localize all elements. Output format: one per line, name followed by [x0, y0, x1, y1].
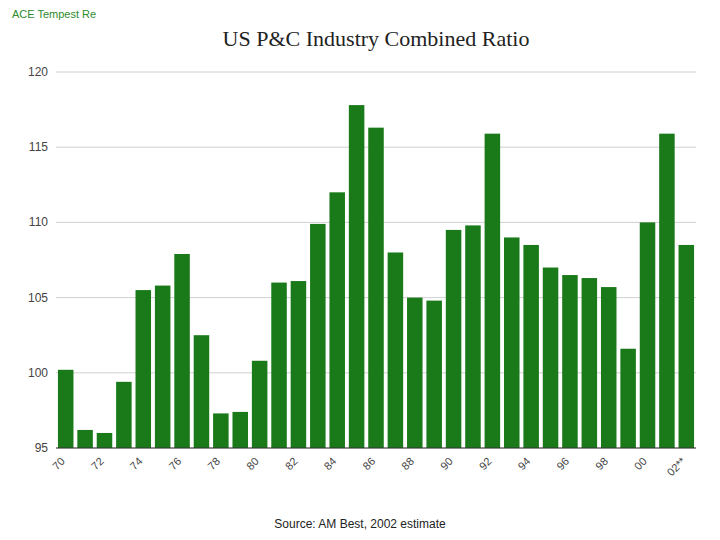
source-note: Source: AM Best, 2002 estimate	[274, 517, 446, 531]
bar	[543, 268, 559, 448]
x-tick-label: 84	[321, 455, 338, 472]
chart: US P&C Industry Combined Ratio 95 100 105 11…	[0, 0, 720, 540]
bar	[271, 283, 287, 448]
bar	[562, 275, 578, 448]
bar	[446, 230, 462, 448]
x-tick-label: 74	[128, 455, 145, 472]
y-tick-label: 95	[35, 441, 49, 455]
bar	[58, 370, 74, 448]
bar	[601, 287, 617, 448]
bar	[194, 335, 210, 448]
grid-line	[56, 72, 696, 73]
y-tick-label: 100	[28, 366, 48, 380]
x-tick-label: 86	[360, 455, 377, 472]
x-tick-label: 82	[283, 455, 300, 472]
x-tick-label: 76	[166, 455, 183, 472]
bar	[97, 433, 113, 448]
bar	[232, 412, 248, 448]
x-tick-label: 96	[554, 455, 571, 472]
bar	[659, 134, 675, 448]
bar	[640, 222, 656, 448]
bar	[679, 245, 695, 448]
bar	[136, 290, 152, 448]
bar	[465, 225, 481, 448]
y-tick-label: 115	[29, 140, 48, 154]
bar	[620, 349, 636, 448]
y-tick-label: 120	[28, 65, 48, 79]
x-axis-line	[56, 448, 696, 449]
bar	[368, 128, 384, 448]
x-axis: 70 72 74 76 78 80 82 84 86 88 90 92 94 96 98 00 02**	[50, 448, 696, 478]
bar	[291, 281, 307, 448]
x-tick-label: 78	[205, 455, 222, 472]
bars	[58, 105, 694, 448]
watermark: ACE Tempest Re	[12, 8, 96, 20]
x-tick-label: 98	[593, 455, 610, 472]
bar	[388, 252, 404, 448]
bar	[523, 245, 539, 448]
x-tick-label: 80	[244, 455, 261, 472]
x-tick-label: 88	[399, 455, 416, 472]
bar	[252, 361, 268, 448]
bar	[213, 413, 229, 448]
y-axis: 95 100 105 110 115 120	[28, 65, 696, 455]
bar	[77, 430, 93, 448]
bar	[310, 224, 326, 448]
x-tick-label: 00	[632, 455, 649, 472]
x-tick-label: 92	[477, 455, 494, 472]
bar	[407, 298, 423, 448]
y-tick-label: 110	[29, 215, 48, 229]
bar	[582, 278, 598, 448]
bar	[329, 192, 345, 448]
bar	[426, 301, 442, 448]
title: US P&C Industry Combined Ratio	[223, 26, 530, 51]
bar	[504, 237, 520, 448]
x-tick-label: 94	[515, 455, 532, 472]
bar	[174, 254, 190, 448]
y-tick-label: 105	[28, 291, 48, 305]
bar	[155, 286, 171, 448]
grid-line	[56, 448, 696, 449]
bar	[485, 134, 501, 448]
bar	[116, 382, 132, 448]
x-tick-label: 02**	[665, 454, 689, 478]
bar	[349, 105, 365, 448]
x-tick-label: 72	[89, 455, 106, 472]
x-tick-label: 90	[438, 455, 455, 472]
x-tick-label: 70	[50, 455, 67, 472]
chart-container: US P&C Industry Combined Ratio 95 100 105 11…	[0, 0, 720, 540]
